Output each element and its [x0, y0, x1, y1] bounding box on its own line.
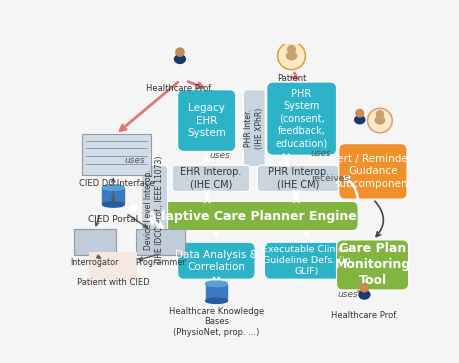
FancyBboxPatch shape: [81, 134, 151, 175]
Text: Legacy
EHR
System: Legacy EHR System: [187, 103, 226, 138]
Ellipse shape: [102, 202, 124, 207]
Text: PHR Interop.
(IHE CM): PHR Interop. (IHE CM): [267, 167, 328, 189]
Circle shape: [175, 48, 184, 56]
Text: uses: uses: [310, 149, 330, 158]
Circle shape: [359, 284, 368, 292]
Text: Patient with CIED: Patient with CIED: [77, 278, 149, 287]
Text: Healthcare Knowledge
Bases
(PhysioNet, prop. ...): Healthcare Knowledge Bases (PhysioNet, p…: [168, 307, 263, 337]
FancyBboxPatch shape: [266, 82, 336, 155]
FancyBboxPatch shape: [177, 242, 255, 279]
FancyBboxPatch shape: [336, 240, 408, 290]
Text: CIED DC Interface: CIED DC Interface: [78, 179, 154, 188]
Text: Healthcare Prof.: Healthcare Prof.: [146, 83, 213, 93]
FancyBboxPatch shape: [264, 242, 349, 279]
Ellipse shape: [358, 290, 369, 299]
Text: EHR Interop.
(IHE CM): EHR Interop. (IHE CM): [180, 167, 241, 189]
FancyBboxPatch shape: [73, 229, 115, 255]
Text: uses: uses: [124, 156, 145, 165]
Text: Programmer: Programmer: [135, 258, 185, 268]
Text: Executable Clinical
Guideline Defs. (in
GLIF): Executable Clinical Guideline Defs. (in …: [262, 245, 351, 276]
Bar: [205, 284, 227, 301]
Circle shape: [279, 44, 303, 68]
Text: receives: receives: [311, 174, 348, 183]
Ellipse shape: [375, 117, 384, 124]
FancyBboxPatch shape: [172, 165, 249, 191]
Ellipse shape: [205, 281, 227, 286]
FancyBboxPatch shape: [338, 144, 406, 199]
Ellipse shape: [205, 281, 227, 286]
Text: uses: uses: [209, 151, 230, 160]
Text: Adaptive Care Planner Engine: Adaptive Care Planner Engine: [146, 209, 356, 223]
Circle shape: [375, 111, 383, 118]
Text: Device Level Interop.
(IHE IDCO Prof., IEEE 11073): Device Level Interop. (IHE IDCO Prof., I…: [144, 156, 164, 263]
FancyBboxPatch shape: [257, 165, 338, 191]
Ellipse shape: [205, 298, 227, 303]
FancyBboxPatch shape: [141, 165, 167, 254]
Bar: [102, 188, 124, 204]
Circle shape: [367, 108, 392, 133]
Text: CIED Portal: CIED Portal: [88, 215, 138, 224]
Ellipse shape: [102, 185, 124, 190]
Text: Alert / Reminder /
Guidance
subcomponent: Alert / Reminder / Guidance subcomponent: [326, 154, 418, 189]
Ellipse shape: [286, 52, 296, 60]
Text: Interrogator: Interrogator: [70, 258, 119, 268]
FancyBboxPatch shape: [135, 229, 185, 255]
Ellipse shape: [354, 116, 364, 124]
Text: PHR
System
(consent,
feedback,
education): PHR System (consent, feedback, education…: [275, 89, 327, 148]
Text: uses: uses: [337, 290, 358, 299]
Circle shape: [277, 42, 305, 70]
Text: Care Plan
Monitoring
Tool: Care Plan Monitoring Tool: [334, 242, 410, 287]
Ellipse shape: [102, 185, 124, 190]
Circle shape: [355, 109, 363, 117]
FancyBboxPatch shape: [243, 90, 265, 167]
Text: Data Analysis &
Correlation: Data Analysis & Correlation: [174, 249, 257, 272]
Circle shape: [287, 45, 295, 53]
FancyBboxPatch shape: [145, 201, 358, 231]
FancyBboxPatch shape: [89, 252, 137, 281]
Text: PHR Inter.
(IHE XPhR): PHR Inter. (IHE XPhR): [244, 108, 264, 149]
Text: Patient: Patient: [276, 74, 306, 83]
FancyBboxPatch shape: [177, 90, 235, 151]
Text: Healthcare Prof.: Healthcare Prof.: [330, 311, 397, 320]
Circle shape: [368, 110, 390, 131]
Ellipse shape: [174, 55, 185, 64]
